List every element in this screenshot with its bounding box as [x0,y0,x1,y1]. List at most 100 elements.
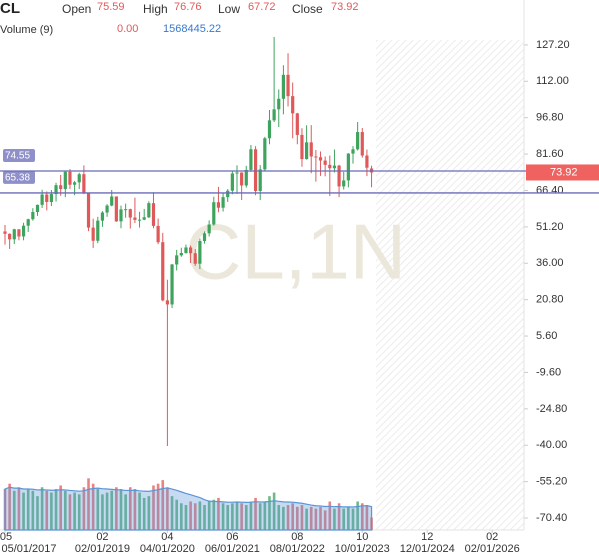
volume-bar [26,489,30,530]
y-tick-label: 81.60 [536,148,564,160]
candle-body [68,171,72,185]
low-value: 67.72 [248,1,276,13]
candle-body [128,209,132,218]
candle-body [59,185,63,190]
y-tick-label: -70.40 [536,512,567,524]
volume-bar [45,490,49,530]
candle-body [35,204,40,213]
x-tick-date: 12/01/2024 [400,543,455,555]
candle-body [156,225,160,243]
x-tick-date: 05/01/2017 [1,543,56,555]
volume-bar [282,506,285,530]
volume-bar [347,506,350,530]
x-tick-date: 10/01/2023 [335,543,390,555]
candle-body [26,219,30,226]
volume-bar [360,503,364,530]
candle-body [193,253,197,264]
candle-body [337,165,341,187]
candle-body [96,220,100,241]
candle-body [3,231,7,234]
current-price-label: 73.92 [550,166,578,178]
volume-bar [314,508,318,530]
volume-bar [124,494,127,530]
candle-body [110,196,114,206]
candle-body [272,109,276,121]
close-value: 73.92 [331,1,359,13]
volume-bar [193,503,197,530]
volume-bar [128,487,132,530]
x-tick-date: 02/01/2026 [465,543,520,555]
candle-body [212,202,216,225]
plot-area: 127.20 112.00 96.80 81.60 66.40 51.20 36.00 20.… [0,37,599,555]
candle-body [342,180,346,187]
candle-body [45,194,49,202]
volume-bar [198,501,202,530]
candle-body [351,149,355,154]
volume-bar [263,501,267,530]
candle-body [142,217,146,220]
volume-bar [31,490,35,530]
volume-bar [110,490,114,530]
volume-bar [286,505,290,530]
volume-bar [22,492,25,530]
volume-bar [166,487,169,530]
candle-body [356,132,360,150]
volume-bar [356,501,359,530]
candle-body [124,209,128,211]
volume-bar [133,489,137,530]
volume-bar [189,501,192,530]
x-tick-date: 04/01/2020 [140,543,195,555]
volume-bar [8,483,11,530]
price-line-label: 74.55 [5,151,30,162]
volume-bar [175,499,178,530]
volume-bar [212,499,216,530]
volume-bar [240,503,243,530]
candle-body [244,169,248,186]
candle-body [63,171,67,190]
candle-body [221,197,225,208]
volume-bar [254,497,257,530]
x-tick-month: 12 [421,531,433,543]
volume-bar [300,505,304,530]
volume-bar [87,478,90,530]
volume-bar [161,480,165,530]
volume-bar [68,494,72,530]
volume-bar [59,485,62,530]
candle-body [8,233,12,240]
candle-body [179,252,183,256]
future-area [376,40,524,530]
y-tick-label: -40.00 [536,439,567,451]
candle-body [318,157,323,161]
candle-body [137,219,142,221]
volume-ma-value: 1568445.22 [163,23,221,35]
volume-value: 0.00 [117,23,138,35]
candle-body [281,74,285,99]
candle-body [170,264,174,305]
volume-bar [244,505,248,530]
volume-bar [184,505,188,530]
volume-bar [156,483,160,530]
volume-bar [305,508,308,530]
volume-bar [101,494,104,530]
y-tick-label: -24.80 [536,403,567,415]
candle-body [161,242,165,301]
candle-body [240,172,244,186]
candle-body [207,224,211,234]
high-value: 76.76 [174,1,202,13]
candle-body [267,120,272,139]
y-tick-label: 5.60 [536,330,557,342]
current-price-bg [526,164,599,181]
candle-body [100,212,105,221]
candle-body [202,233,207,241]
low-label: Low [218,2,240,16]
volume-bar [36,496,39,530]
volume-bar [337,503,341,530]
watermark: CL,1N [185,208,406,296]
volume-bar [180,503,183,530]
volume-bar [342,508,346,530]
volume-bar [231,503,234,530]
y-tick-label: -9.60 [536,366,561,378]
x-tick-month: 02 [96,531,108,543]
volume-bar [319,506,322,530]
y-tick-label: 51.20 [536,221,564,233]
